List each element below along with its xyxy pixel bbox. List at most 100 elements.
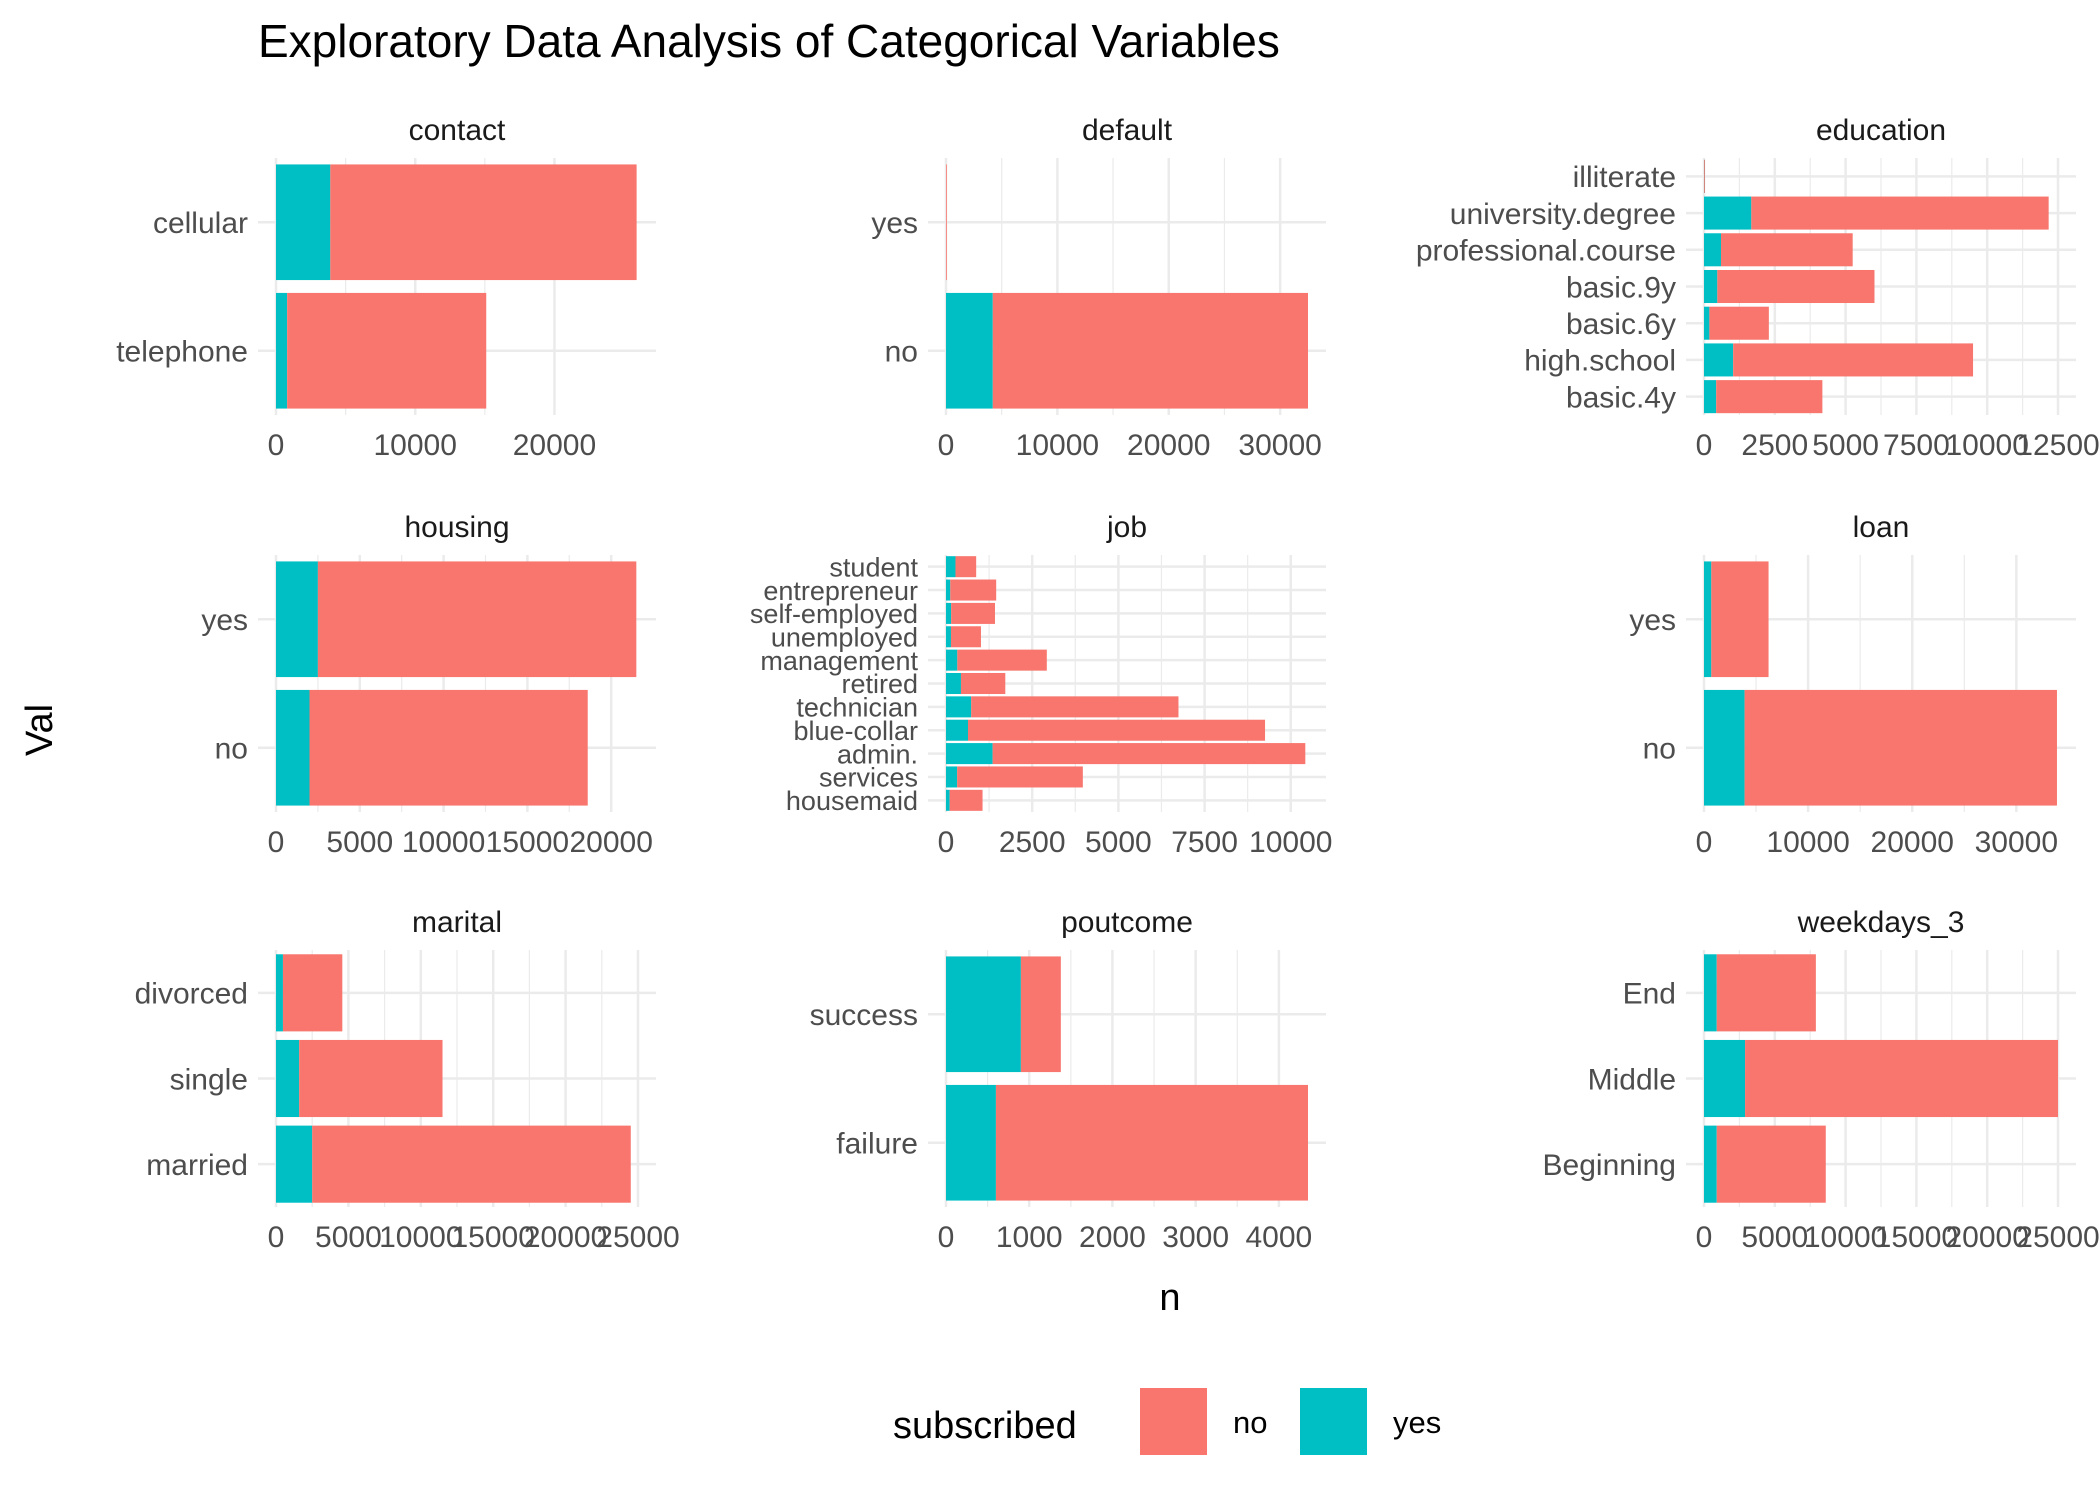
y-axis-label: Val <box>19 704 61 756</box>
bar-yes-yes <box>276 561 318 678</box>
bar-self-employed-no <box>951 602 995 624</box>
bar-admin.-yes <box>946 743 993 765</box>
x-tick-label: 10000 <box>1804 1221 1887 1254</box>
category-label: Beginning <box>1543 1149 1676 1182</box>
bar-telephone-yes <box>276 292 288 409</box>
panel-job: job housemaidservicesadmin.blue-collartec… <box>750 511 1333 859</box>
category-label: professional.course <box>1416 235 1676 268</box>
x-tick-label: 12500 <box>2016 429 2099 462</box>
bar-cellular-yes <box>276 164 331 281</box>
panel-title: loan <box>1853 511 1910 544</box>
category-label: no <box>215 733 248 766</box>
bar-student-yes <box>946 556 956 578</box>
category-label: high.school <box>1524 345 1676 378</box>
panel-marital: marital married single divorced 0 50001000015… <box>135 906 680 1254</box>
x-tick-label: 5000 <box>1812 429 1879 462</box>
x-tick-label: 30000 <box>1975 826 2058 859</box>
bar-management-yes <box>946 649 958 671</box>
panel-contact: contact telephone cellular 0 10000 20000 <box>116 114 656 462</box>
bar-telephone-no <box>287 292 487 409</box>
legend: subscribed no yes <box>893 1388 1441 1455</box>
x-tick-label: 10000 <box>1016 429 1099 462</box>
bar-illiterate-no <box>1704 159 1705 193</box>
bar-no-no <box>992 292 1308 409</box>
x-tick-label: 30000 <box>1238 429 1321 462</box>
legend-key-no <box>1140 1388 1207 1455</box>
legend-title: subscribed <box>893 1405 1077 1447</box>
legend-label-no: no <box>1233 1405 1267 1440</box>
panel-housing: housing no yes 0 5000 10000 15000 20000 <box>201 511 656 859</box>
bar-yes-no <box>1711 561 1769 678</box>
bar-yes-no <box>317 561 637 678</box>
category-label: telephone <box>116 336 248 369</box>
bar-success-no <box>1020 956 1061 1073</box>
x-tick-label: 20000 <box>1127 429 1210 462</box>
category-label: admin. <box>837 739 918 769</box>
category-label: yes <box>1629 604 1676 637</box>
category-label: yes <box>201 604 248 637</box>
category-label: housemaid <box>786 786 918 816</box>
x-tick-label: 3000 <box>1162 1221 1229 1254</box>
panel-loan: loan no yes 0 10000 20000 30000 <box>1629 511 2076 859</box>
x-tick-label: 7500 <box>1171 826 1238 859</box>
panel-title: job <box>1106 511 1147 544</box>
x-tick-label: 2500 <box>1741 429 1808 462</box>
x-tick-label: 5000 <box>1741 1221 1808 1254</box>
category-label: university.degree <box>1450 198 1676 231</box>
panel-poutcome: poutcome failure success 0 1000 2000 3000 4000 <box>810 906 1326 1254</box>
panel-default: default no yes 0 10000 20000 30000 <box>871 114 1326 462</box>
x-tick-label: 25000 <box>596 1221 679 1254</box>
panel-title: housing <box>404 511 509 544</box>
x-tick-label: 0 <box>268 826 285 859</box>
bar-no-no <box>309 689 588 806</box>
bar-yes-yes <box>1704 561 1712 678</box>
bar-End-no <box>1716 954 1816 1032</box>
bar-high.school-no <box>1733 343 1974 377</box>
bar-Middle-no <box>1745 1039 2058 1118</box>
x-tick-label: 0 <box>938 429 955 462</box>
x-tick-label: 10000 <box>1766 826 1849 859</box>
bar-Beginning-yes <box>1704 1125 1717 1203</box>
x-tick-label: 10000 <box>1249 826 1332 859</box>
category-label: student <box>829 552 918 582</box>
category-label: entrepreneur <box>763 576 918 606</box>
bar-married-yes <box>276 1125 313 1203</box>
category-label: cellular <box>153 207 248 240</box>
bar-professional.course-no <box>1720 233 1853 267</box>
x-tick-label: 5000 <box>326 826 393 859</box>
panel-weekdays_3: weekdays_3 Beginning Middle End 0 50001000015… <box>1543 906 2099 1254</box>
bar-no-yes <box>1704 689 1745 806</box>
bar-professional.course-yes <box>1704 233 1721 267</box>
x-tick-label: 15000 <box>451 1221 534 1254</box>
x-tick-label: 0 <box>938 1221 955 1254</box>
panel-title: marital <box>412 906 502 939</box>
panel-title: default <box>1082 114 1173 147</box>
x-tick-label: 20000 <box>569 826 652 859</box>
x-tick-label: 0 <box>1696 429 1713 462</box>
x-tick-label: 5000 <box>315 1221 382 1254</box>
x-tick-label: 5000 <box>1085 826 1152 859</box>
category-label: unemployed <box>771 622 918 652</box>
bar-basic.9y-no <box>1717 269 1875 304</box>
bar-success-yes <box>946 956 1021 1073</box>
x-tick-label: 0 <box>268 429 285 462</box>
bar-admin.-no <box>992 743 1306 765</box>
x-tick-label: 10000 <box>402 826 485 859</box>
bar-basic.4y-no <box>1716 380 1823 414</box>
bar-services-yes <box>946 766 958 788</box>
category-label: success <box>810 999 918 1032</box>
category-label: technician <box>796 693 918 723</box>
bar-basic.6y-no <box>1709 306 1769 340</box>
bar-retired-yes <box>946 672 961 695</box>
x-tick-label: 0 <box>1696 826 1713 859</box>
x-tick-label: 1000 <box>996 1221 1063 1254</box>
bar-entrepreneur-no <box>950 579 997 601</box>
category-label: yes <box>871 207 918 240</box>
bar-self-employed-yes <box>946 602 952 624</box>
category-label: no <box>1643 733 1676 766</box>
bar-university.degree-yes <box>1704 196 1752 230</box>
x-tick-label: 4000 <box>1245 1221 1312 1254</box>
